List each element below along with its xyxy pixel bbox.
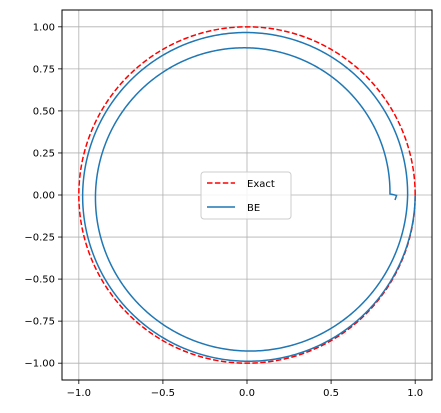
- legend: Exact BE: [200, 171, 292, 220]
- x-tick-label: 0.0: [239, 388, 255, 399]
- x-tick-label: −1.0: [67, 388, 91, 399]
- y-tick-label: −0.50: [24, 275, 55, 286]
- legend-label-be: BE: [247, 203, 260, 214]
- legend-label-exact: Exact: [247, 179, 275, 190]
- y-tick-label: −0.25: [24, 233, 55, 244]
- y-tick-label: 0.50: [33, 106, 55, 117]
- x-tick-label: −0.5: [151, 388, 175, 399]
- y-tick-label: 0.00: [33, 191, 55, 202]
- y-tick-label: 0.75: [33, 64, 55, 75]
- y-tick-label: −0.75: [24, 317, 55, 328]
- x-tick-label: 1.0: [407, 388, 423, 399]
- ticks: −1.0 −0.5 0.0 0.5 1.0 1.00 0.75 0.50 0.25 0.00 −0.…: [24, 22, 423, 399]
- y-tick-label: −1.00: [24, 359, 55, 370]
- series-exact-line: [78, 26, 416, 364]
- series-be-line: [81, 31, 416, 363]
- series-layer: [78, 26, 416, 364]
- y-tick-label: 1.00: [33, 22, 55, 33]
- legend-box: [200, 171, 292, 220]
- x-tick-label: 0.5: [323, 388, 339, 399]
- y-tick-label: 0.25: [33, 148, 55, 159]
